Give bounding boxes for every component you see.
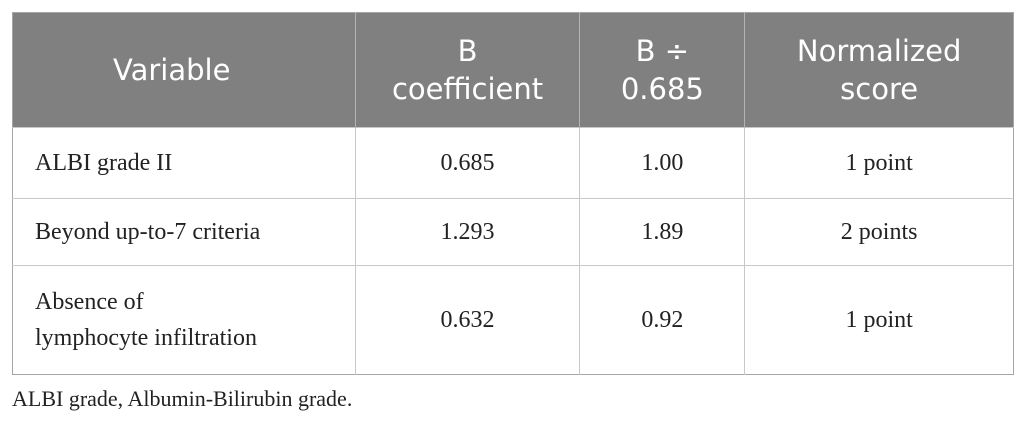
header-cell: Normalized score (744, 12, 1014, 128)
header-row: Variable B coefficient B ÷ 0.685 Normali… (12, 12, 1014, 128)
table-row: ALBI grade II 0.685 1.00 1 point (12, 127, 1014, 199)
table-row: Absence of lymphocyte infiltration 0.632 0… (12, 265, 1014, 375)
table-cell: 1.293 (354, 198, 580, 266)
table-cell: 0.632 (354, 265, 580, 375)
table-cell: 1 point (744, 127, 1014, 199)
data-table: Variable B coefficient B ÷ 0.685 Normali… (12, 12, 1014, 375)
table-cell: Absence of lymphocyte infiltration (12, 265, 356, 375)
table-cell: 1.89 (579, 198, 745, 266)
table-cell: 0.92 (579, 265, 745, 375)
table-row: Beyond up-to-7 criteria 1.293 1.89 2 points (12, 198, 1014, 266)
header-cell: B ÷ 0.685 (579, 12, 745, 128)
table-cell: Beyond up-to-7 criteria (12, 198, 356, 266)
footnote: ALBI grade, Albumin-Bilirubin grade. (12, 386, 353, 411)
header-cell: Variable (12, 12, 356, 128)
table-cell: 1 point (744, 265, 1014, 375)
header-cell: B coefficient (354, 12, 580, 128)
table-cell: 2 points (744, 198, 1014, 266)
table-cell: ALBI grade II (12, 127, 356, 199)
table-cell: 0.685 (354, 127, 580, 199)
table-cell: 1.00 (579, 127, 745, 199)
table-body: ALBI grade II 0.685 1.00 1 point Beyond up-t… (12, 127, 1014, 375)
